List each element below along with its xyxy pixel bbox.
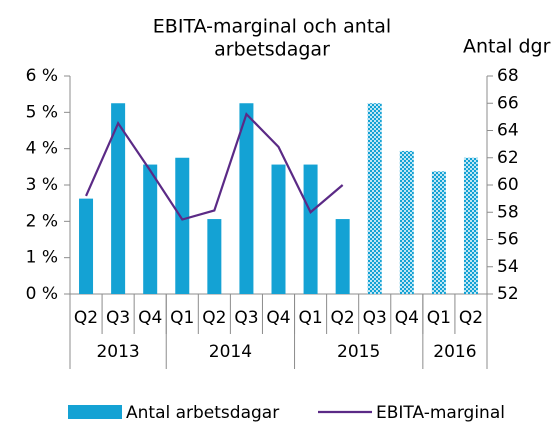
x-tick-label: Q2	[459, 308, 483, 328]
y-tick-label: 1 %	[26, 248, 58, 268]
y2-tick-label: 66	[497, 93, 519, 113]
x-tick-label: Q3	[363, 308, 387, 328]
x-tick-label: Q1	[170, 308, 194, 328]
y2-tick-label: 68	[497, 66, 519, 86]
x-tick-label: Q4	[395, 308, 419, 328]
y2-axis-label: Antal dgr	[463, 36, 551, 58]
group-label: 2014	[209, 342, 252, 362]
y-tick-label: 3 %	[26, 175, 58, 195]
legend-label: EBITA-marginal	[376, 403, 505, 423]
y-tick-label: 2 %	[26, 211, 58, 231]
y2-tick-label: 64	[497, 121, 519, 141]
y-tick-label: 5 %	[26, 102, 58, 122]
bar	[463, 157, 478, 294]
y2-tick-label: 56	[497, 230, 519, 250]
y2-tick-label: 60	[497, 175, 519, 195]
x-tick-label: Q2	[331, 308, 355, 328]
x-tick-label: Q4	[138, 308, 162, 328]
group-label: 2013	[96, 342, 139, 362]
bar	[399, 150, 414, 294]
bar	[367, 103, 382, 294]
bar	[79, 198, 94, 294]
y2-tick-label: 52	[497, 284, 519, 304]
legend-swatch	[68, 405, 122, 419]
chart-title: EBITA-marginal och antal	[153, 16, 391, 38]
bar	[207, 219, 222, 294]
x-tick-label: Q2	[74, 308, 98, 328]
y2-tick-label: 54	[497, 257, 519, 277]
bar	[239, 103, 254, 294]
bar	[303, 164, 318, 294]
bar	[431, 171, 446, 294]
y-tick-label: 4 %	[26, 139, 58, 159]
x-tick-label: Q2	[202, 308, 226, 328]
x-tick-label: Q4	[266, 308, 290, 328]
chart-title: arbetsdagar	[214, 39, 330, 61]
x-tick-label: Q3	[106, 308, 130, 328]
x-tick-label: Q1	[298, 308, 322, 328]
x-tick-label: Q1	[427, 308, 451, 328]
group-label: 2016	[433, 342, 476, 362]
legend-label: Antal arbetsdagar	[126, 403, 279, 423]
bar	[111, 103, 126, 294]
bar	[143, 164, 158, 294]
group-label: 2015	[337, 342, 380, 362]
bar	[271, 164, 286, 294]
y2-tick-label: 58	[497, 202, 519, 222]
y-tick-label: 6 %	[26, 66, 58, 86]
bar	[175, 157, 190, 294]
x-tick-label: Q3	[234, 308, 258, 328]
bar	[335, 219, 350, 294]
y2-tick-label: 62	[497, 148, 519, 168]
line	[85, 112, 344, 221]
y-tick-label: 0 %	[26, 284, 58, 304]
